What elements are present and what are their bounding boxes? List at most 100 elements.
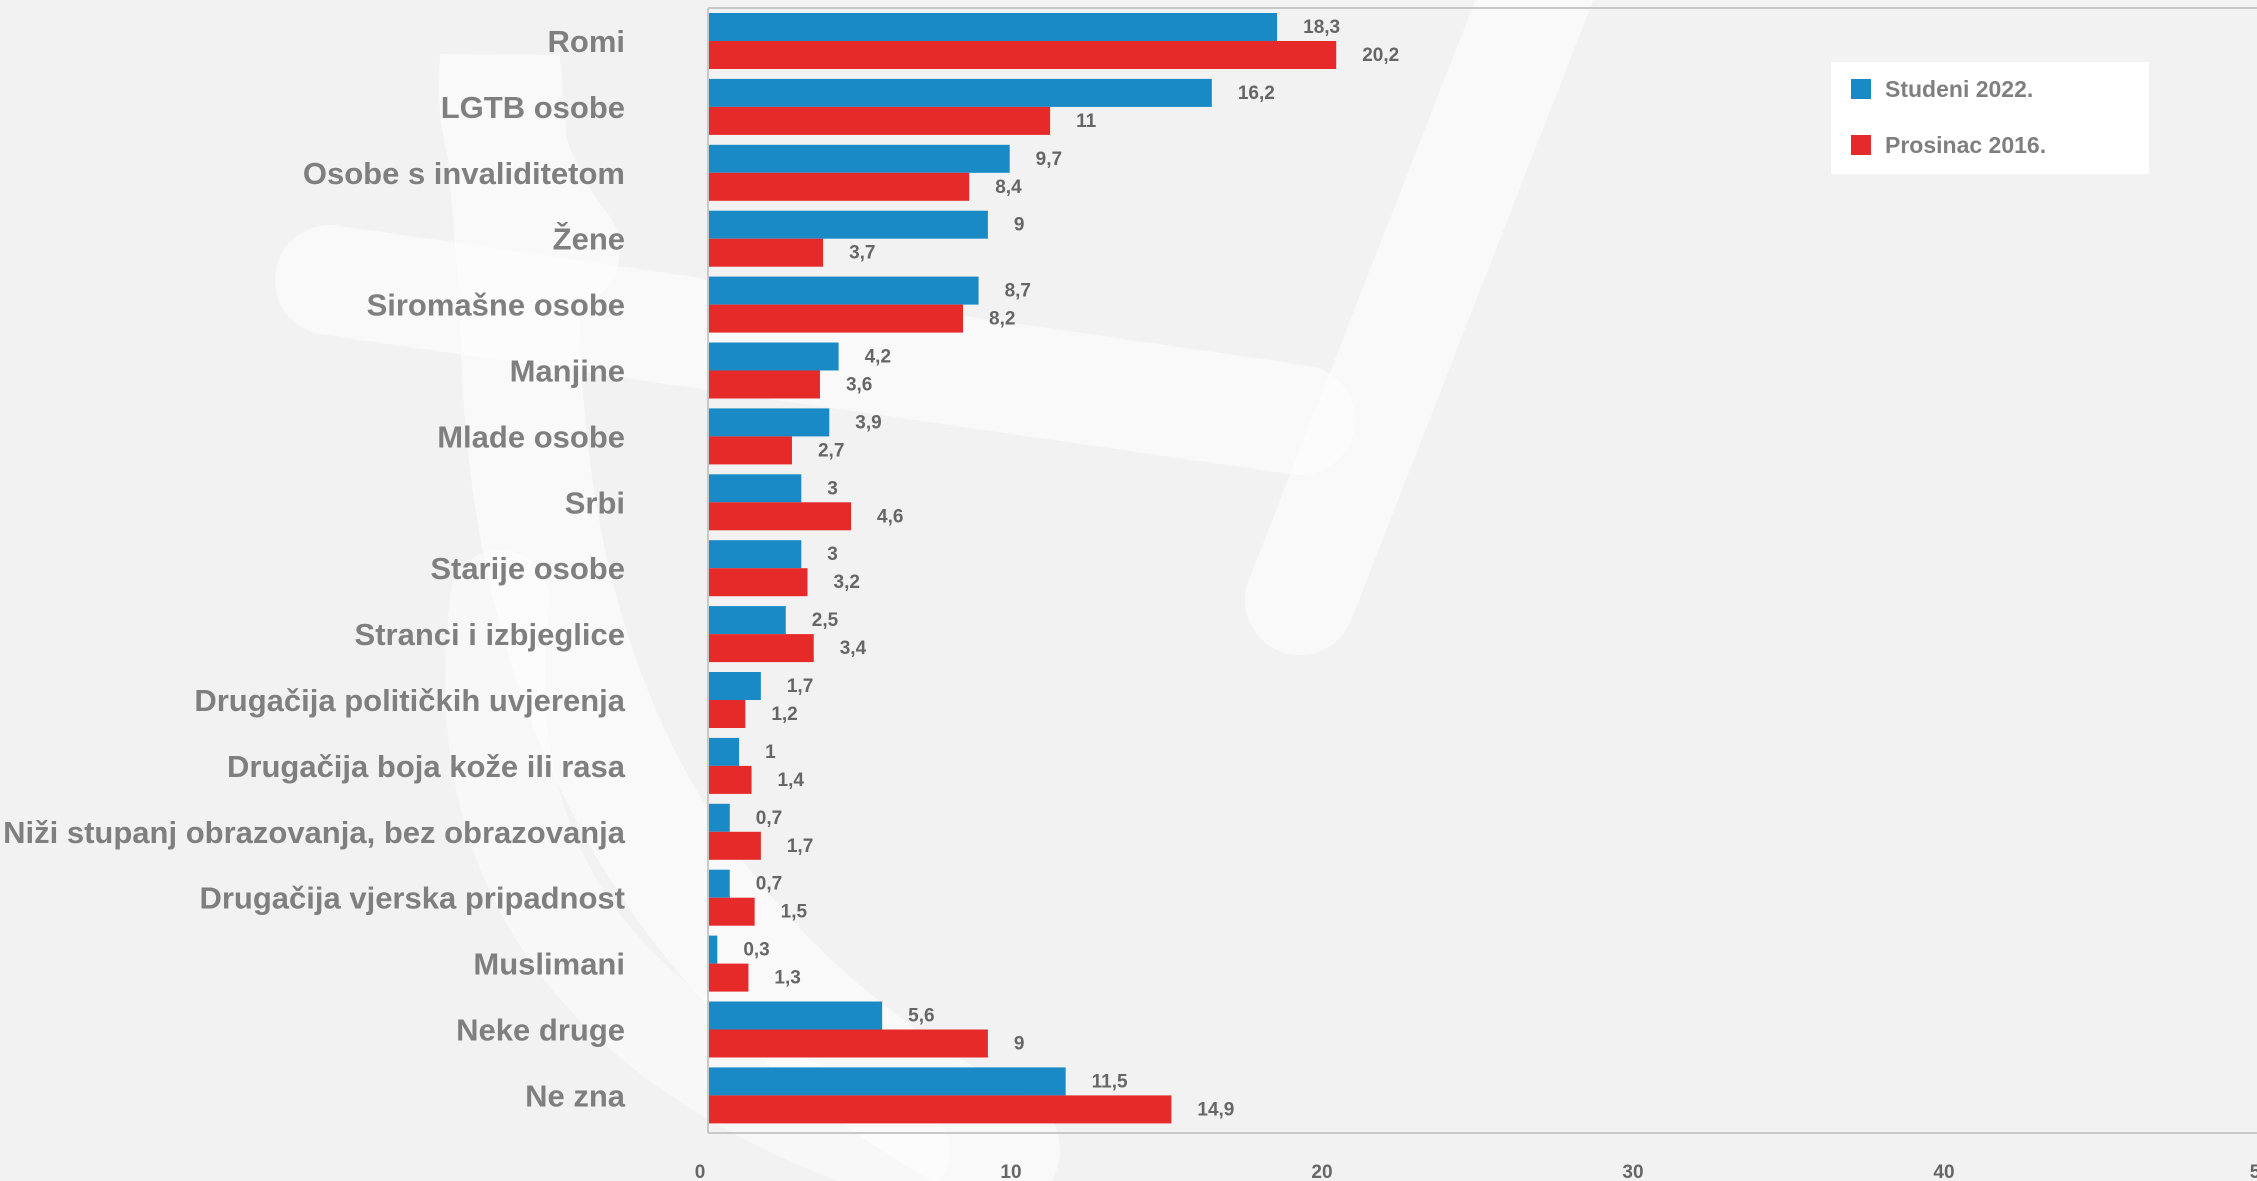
data-label: 3,2 — [834, 572, 860, 593]
data-label: 9 — [1014, 1034, 1025, 1055]
category-label: Siromašne osobe — [367, 288, 625, 323]
category-label: Osobe s invaliditetom — [303, 156, 625, 191]
bar-series-2 — [708, 238, 824, 267]
category-label: Drugačija vjerska pripadnost — [199, 881, 625, 916]
data-label: 3 — [827, 544, 838, 565]
bar-series-2 — [708, 963, 749, 992]
x-tick-label: 20 — [1311, 1162, 1332, 1181]
data-label: 9 — [1014, 215, 1025, 236]
data-label: 3,7 — [849, 243, 875, 264]
legend-swatch-series-2 — [1851, 135, 1871, 155]
data-label: 16,2 — [1238, 83, 1275, 104]
data-label: 11,5 — [1092, 1071, 1128, 1092]
x-tick-label: 10 — [1000, 1162, 1021, 1181]
bar-series-2 — [708, 370, 820, 399]
bar-series-2 — [708, 1095, 1172, 1124]
legend-label-series-1: Studeni 2022. — [1885, 75, 2034, 102]
bar-series-1 — [708, 13, 1278, 41]
category-label: Mlade osobe — [437, 419, 625, 454]
x-tick-label: 0 — [695, 1162, 706, 1181]
bar-series-2 — [708, 436, 792, 465]
data-label: 11 — [1076, 111, 1097, 132]
data-label: 2,7 — [818, 440, 844, 461]
bar-series-2 — [708, 172, 970, 201]
category-label: Drugačija boja kože ili rasa — [227, 749, 626, 784]
x-tick-label: 40 — [1933, 1162, 1954, 1181]
bar-series-1 — [708, 606, 786, 635]
data-label: 0,7 — [756, 874, 782, 895]
bar-series-1 — [708, 474, 802, 503]
legend-label-series-2: Prosinac 2016. — [1885, 131, 2047, 158]
bar-series-1 — [708, 1067, 1066, 1096]
data-label: 8,2 — [989, 309, 1015, 330]
bar-series-2 — [708, 1029, 988, 1058]
category-label: Starije osobe — [430, 551, 625, 586]
category-label: Srbi — [565, 485, 625, 520]
bar-series-1 — [708, 210, 988, 239]
bar-series-1 — [708, 78, 1212, 107]
data-label: 5,6 — [908, 1006, 934, 1027]
category-label: Žene — [553, 221, 625, 257]
category-label: LGTB osobe — [441, 90, 625, 125]
data-label: 1,4 — [778, 770, 805, 791]
data-label: 1,7 — [787, 836, 813, 857]
data-label: 3,6 — [846, 375, 872, 396]
data-label: 8,4 — [995, 177, 1022, 198]
bar-series-2 — [708, 831, 761, 860]
x-tick-label: 5 — [2250, 1162, 2257, 1181]
bar-series-1 — [708, 935, 718, 964]
bar-series-2 — [708, 634, 814, 663]
bar-series-2 — [708, 502, 852, 531]
bar-series-2 — [708, 106, 1051, 135]
data-label: 1,7 — [787, 676, 813, 697]
category-label: Romi — [548, 24, 626, 59]
bar-series-1 — [708, 408, 830, 437]
data-label: 20,2 — [1362, 45, 1399, 66]
data-label: 1,5 — [781, 902, 808, 923]
legend-swatch-series-1 — [1851, 79, 1871, 99]
data-label: 1 — [765, 742, 776, 763]
bar-series-1 — [708, 869, 730, 898]
bar-series-2 — [708, 897, 755, 926]
bar-series-1 — [708, 737, 740, 766]
category-label: Drugačija političkih uvjerenja — [194, 683, 625, 718]
bar-series-1 — [708, 1001, 883, 1030]
data-label: 2,5 — [812, 610, 839, 631]
bar-series-2 — [708, 765, 752, 794]
bar-series-1 — [708, 144, 1010, 173]
data-label: 1,3 — [774, 968, 800, 989]
data-label: 1,2 — [771, 704, 797, 725]
bar-series-1 — [708, 276, 979, 305]
bar-series-2 — [708, 568, 808, 597]
category-label: Niži stupanj obrazovanja, bez obrazovanj… — [3, 815, 626, 850]
data-label: 3,4 — [840, 638, 867, 659]
category-label: Muslimani — [473, 947, 625, 982]
bar-series-2 — [708, 700, 746, 728]
category-label: Ne zna — [525, 1078, 626, 1113]
bar-series-1 — [708, 540, 802, 569]
data-label: 18,3 — [1303, 17, 1340, 38]
data-label: 14,9 — [1197, 1099, 1234, 1120]
data-label: 8,7 — [1005, 281, 1031, 302]
data-label: 3,9 — [855, 412, 881, 433]
bar-series-1 — [708, 342, 839, 371]
legend-item-series-2: Prosinac 2016. — [1851, 130, 2046, 160]
legend-item-series-1: Studeni 2022. — [1851, 74, 2033, 104]
x-tick-label: 30 — [1622, 1162, 1643, 1181]
category-label: Neke druge — [456, 1013, 625, 1048]
data-label: 9,7 — [1036, 149, 1062, 170]
data-label: 0,7 — [756, 808, 782, 829]
data-label: 4,2 — [865, 347, 891, 368]
category-label: Manjine — [510, 354, 625, 389]
bar-series-1 — [708, 672, 761, 700]
bar-series-1 — [708, 803, 730, 832]
bar-series-2 — [708, 304, 964, 333]
category-label: Stranci i izbjeglice — [355, 617, 625, 652]
chart-legend: Studeni 2022. Prosinac 2016. — [1831, 62, 2149, 174]
data-label: 0,3 — [743, 940, 769, 961]
bar-series-2 — [708, 41, 1337, 69]
data-label: 4,6 — [877, 506, 903, 527]
data-label: 3 — [827, 478, 838, 499]
